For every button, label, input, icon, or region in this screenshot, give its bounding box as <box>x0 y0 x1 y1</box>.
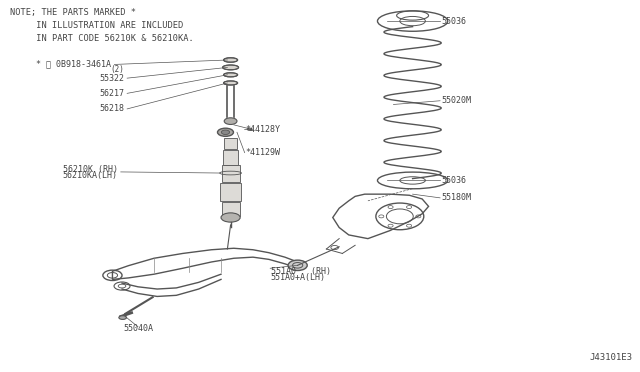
Polygon shape <box>221 202 239 216</box>
Text: 55036: 55036 <box>442 17 467 26</box>
Polygon shape <box>220 183 241 201</box>
Ellipse shape <box>221 213 240 222</box>
Text: 56210K (RH): 56210K (RH) <box>63 165 118 174</box>
Text: 551A0   (RH): 551A0 (RH) <box>271 267 331 276</box>
Ellipse shape <box>288 260 307 270</box>
Ellipse shape <box>119 316 127 320</box>
Ellipse shape <box>223 65 239 70</box>
Polygon shape <box>224 138 237 149</box>
Text: J43101E3: J43101E3 <box>590 353 633 362</box>
Text: 56218: 56218 <box>99 105 124 113</box>
Text: *44128Y: *44128Y <box>245 125 280 134</box>
Text: 56210KA(LH): 56210KA(LH) <box>63 171 118 180</box>
Text: 56217: 56217 <box>99 89 124 98</box>
Text: 551A0+A(LH): 551A0+A(LH) <box>271 273 326 282</box>
Text: 55322: 55322 <box>99 74 124 83</box>
Ellipse shape <box>224 118 237 125</box>
Text: 55180M: 55180M <box>442 193 471 202</box>
Ellipse shape <box>218 128 234 137</box>
Ellipse shape <box>223 73 237 77</box>
Polygon shape <box>223 150 238 164</box>
Text: (2): (2) <box>110 65 124 74</box>
Text: * Ⓝ 0B918-3461A: * Ⓝ 0B918-3461A <box>36 60 111 68</box>
Ellipse shape <box>247 128 252 131</box>
Text: 55020M: 55020M <box>442 96 471 105</box>
Ellipse shape <box>223 81 237 85</box>
Text: *41129W: *41129W <box>245 148 280 157</box>
Text: 55036: 55036 <box>442 176 467 185</box>
Text: 55040A: 55040A <box>123 324 153 333</box>
Polygon shape <box>221 165 239 182</box>
Ellipse shape <box>223 58 237 62</box>
Text: NOTE; THE PARTS MARKED *
     IN ILLUSTRATION ARE INCLUDED
     IN PART CODE 562: NOTE; THE PARTS MARKED * IN ILLUSTRATION… <box>10 8 194 43</box>
Ellipse shape <box>221 130 230 135</box>
